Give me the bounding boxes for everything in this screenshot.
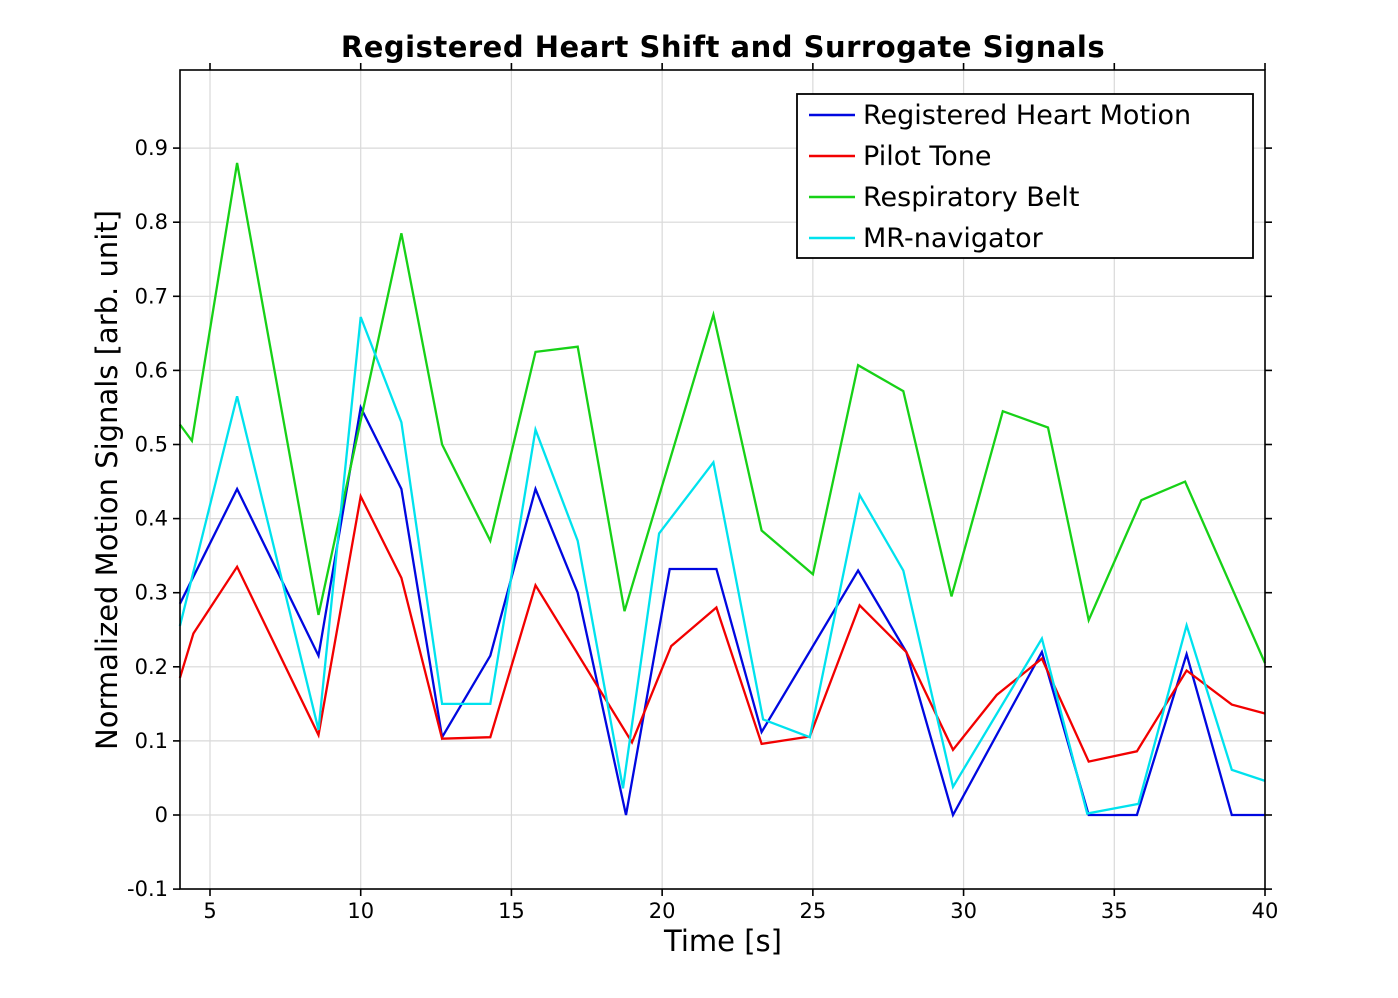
series-line-respiratory-belt xyxy=(178,162,1267,664)
x-tick-label: 30 xyxy=(950,899,977,923)
y-tick-label: 0.2 xyxy=(135,655,168,679)
chart-title: Registered Heart Shift and Surrogate Sig… xyxy=(340,30,1106,64)
y-tick-label: 0.5 xyxy=(135,433,168,457)
axes-box xyxy=(179,69,1266,890)
x-tick-label: 15 xyxy=(498,899,525,923)
y-tick-label: 0 xyxy=(155,803,168,827)
x-tick-label: 20 xyxy=(649,899,676,923)
y-tick-label: 0.4 xyxy=(135,507,168,531)
legend-label-registered-heart-motion: Registered Heart Motion xyxy=(863,100,1191,131)
x-tick-label: 40 xyxy=(1252,899,1279,923)
x-tick-label: 5 xyxy=(203,899,216,923)
y-tick-label: 0.7 xyxy=(135,284,168,308)
y-tick-label: 0.9 xyxy=(135,136,168,160)
series-line-pilot-tone xyxy=(178,492,1266,763)
y-axis-label: Normalized Motion Signals [arb. unit] xyxy=(90,210,124,750)
y-tick-label: 0.6 xyxy=(135,358,168,382)
series-line-registered-heart-motion xyxy=(178,403,1265,819)
legend-label-pilot-tone: Pilot Tone xyxy=(863,141,992,172)
legend-label-respiratory-belt: Respiratory Belt xyxy=(863,182,1080,213)
x-tick-label: 25 xyxy=(799,899,826,923)
y-tick-label: 0.1 xyxy=(135,729,168,753)
legend-label-mr-navigator: MR-navigator xyxy=(863,223,1044,254)
y-tick-label: 0.3 xyxy=(135,581,168,605)
legend-box xyxy=(796,93,1254,259)
x-tick-label: 35 xyxy=(1101,899,1128,923)
x-tick-label: 10 xyxy=(347,899,374,923)
series-line-mr-navigator xyxy=(178,316,1266,815)
y-tick-label: -0.1 xyxy=(127,877,168,901)
x-axis-label: Time [s] xyxy=(664,924,782,958)
y-tick-label: 0.8 xyxy=(135,210,168,234)
